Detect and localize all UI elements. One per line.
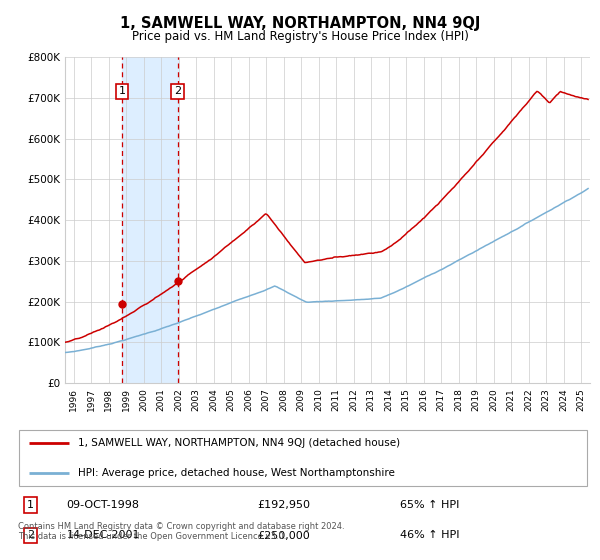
Text: HPI: Average price, detached house, West Northamptonshire: HPI: Average price, detached house, West…: [78, 468, 395, 478]
Text: 46% ↑ HPI: 46% ↑ HPI: [400, 530, 460, 540]
Text: 2: 2: [174, 86, 181, 96]
Text: 65% ↑ HPI: 65% ↑ HPI: [400, 500, 459, 510]
Text: 1: 1: [119, 86, 125, 96]
Text: 1: 1: [27, 500, 34, 510]
Text: £192,950: £192,950: [257, 500, 310, 510]
Bar: [122, 57, 178, 383]
Text: 1, SAMWELL WAY, NORTHAMPTON, NN4 9QJ: 1, SAMWELL WAY, NORTHAMPTON, NN4 9QJ: [120, 16, 480, 31]
Text: Contains HM Land Registry data © Crown copyright and database right 2024.
This d: Contains HM Land Registry data © Crown c…: [18, 522, 344, 542]
Text: 09-OCT-1998: 09-OCT-1998: [67, 500, 139, 510]
Text: £250,000: £250,000: [257, 530, 310, 540]
Text: Price paid vs. HM Land Registry's House Price Index (HPI): Price paid vs. HM Land Registry's House …: [131, 30, 469, 43]
Text: 2: 2: [27, 530, 34, 540]
Text: 1, SAMWELL WAY, NORTHAMPTON, NN4 9QJ (detached house): 1, SAMWELL WAY, NORTHAMPTON, NN4 9QJ (de…: [78, 438, 400, 448]
FancyBboxPatch shape: [19, 431, 587, 486]
Text: 14-DEC-2001: 14-DEC-2001: [67, 530, 140, 540]
